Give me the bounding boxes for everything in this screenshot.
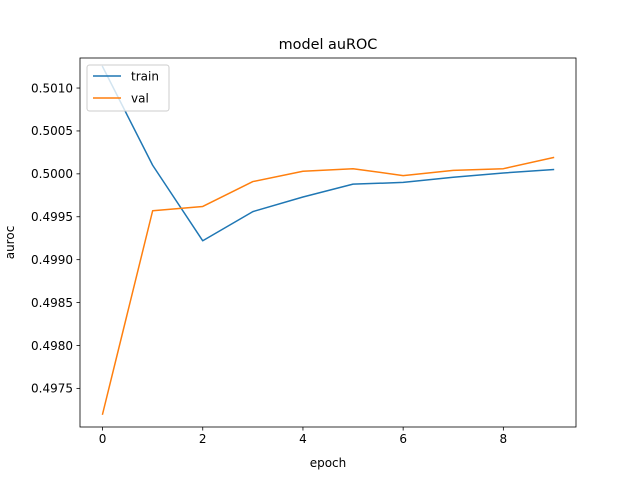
y-tick-label: 0.4990 — [31, 253, 73, 267]
x-axis-label: epoch — [310, 456, 347, 470]
legend-label-val: val — [131, 91, 149, 105]
axes-frame — [79, 57, 577, 428]
x-tick-label: 6 — [399, 432, 407, 446]
y-tick-label: 0.5000 — [31, 167, 73, 181]
plot-area — [101, 65, 555, 416]
legend: train val — [86, 64, 170, 112]
y-tick-label: 0.5010 — [31, 81, 73, 95]
y-axis: 0.4975 0.4980 0.4985 0.4990 0.4995 0.5000 0.50… — [31, 81, 80, 396]
x-tick-label: 2 — [199, 432, 207, 446]
y-tick-label: 0.4995 — [31, 210, 73, 224]
y-tick-label: 0.4980 — [31, 339, 73, 353]
series-line-train — [101, 65, 555, 242]
x-tick-label: 4 — [299, 432, 307, 446]
y-axis-label: auroc — [3, 226, 17, 260]
x-axis: 0 2 4 6 8 — [99, 427, 507, 446]
x-tick-label: 8 — [500, 432, 508, 446]
legend-label-train: train — [131, 69, 159, 83]
y-tick-label: 0.5005 — [31, 124, 73, 138]
y-tick-label: 0.4985 — [31, 296, 73, 310]
series-line-val — [101, 156, 555, 416]
chart-title: model auROC — [279, 37, 378, 53]
y-tick-label: 0.4975 — [31, 382, 73, 396]
x-tick-label: 0 — [99, 432, 107, 446]
